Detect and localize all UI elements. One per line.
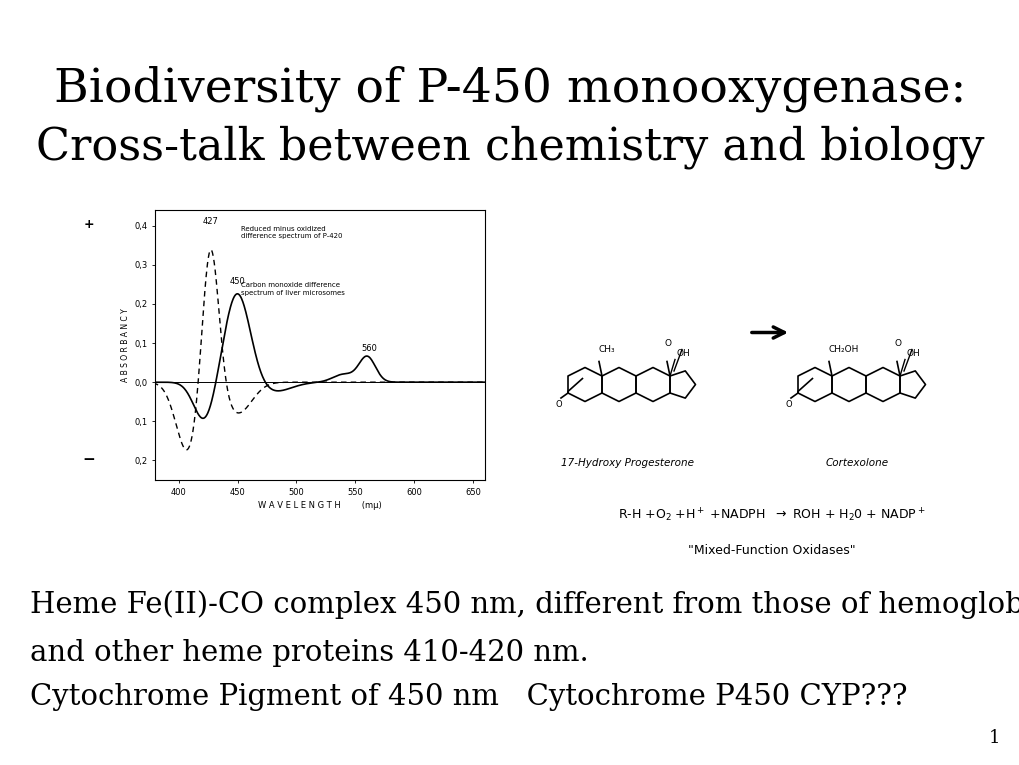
Text: Carbon monoxide difference
spectrum of liver microsomes: Carbon monoxide difference spectrum of l… [240, 282, 344, 296]
Text: OH: OH [677, 349, 690, 357]
Text: O: O [894, 338, 901, 347]
Text: O: O [555, 400, 561, 409]
X-axis label: W A V E L E N G T H        (mμ): W A V E L E N G T H (mμ) [258, 501, 381, 509]
Text: Cross-talk between chemistry and biology: Cross-talk between chemistry and biology [36, 125, 983, 168]
Text: OH: OH [906, 349, 920, 357]
Text: Heme Fe(II)-CO complex 450 nm, different from those of hemoglobin: Heme Fe(II)-CO complex 450 nm, different… [30, 590, 1019, 619]
Text: and other heme proteins 410-420 nm.: and other heme proteins 410-420 nm. [30, 639, 588, 667]
Text: 427: 427 [202, 216, 218, 226]
Text: R-H +O$_2$ +H$^+$ +NADPH  $\rightarrow$ ROH + H$_2$0 + NADP$^+$: R-H +O$_2$ +H$^+$ +NADPH $\rightarrow$ R… [618, 507, 925, 524]
Text: O: O [664, 338, 672, 347]
Text: 1: 1 [987, 729, 999, 747]
Text: Cortexolone: Cortexolone [825, 458, 889, 468]
Text: −: − [83, 451, 96, 467]
Y-axis label: A B S O R B A N C Y: A B S O R B A N C Y [121, 308, 129, 382]
Text: Cytochrome Pigment of 450 nm   Cytochrome P450 CYP???: Cytochrome Pigment of 450 nm Cytochrome … [30, 683, 907, 711]
Text: Biodiversity of P-450 monooxygenase:: Biodiversity of P-450 monooxygenase: [54, 65, 965, 112]
Text: 17‐Hydroxy Progesterone: 17‐Hydroxy Progesterone [560, 458, 693, 468]
Text: 450: 450 [229, 277, 246, 286]
Text: O: O [785, 400, 792, 409]
Text: Reduced minus oxidized
difference spectrum of P-420: Reduced minus oxidized difference spectr… [240, 226, 342, 239]
Text: "Mixed-Function Oxidases": "Mixed-Function Oxidases" [688, 543, 855, 556]
Text: CH₃: CH₃ [598, 344, 615, 353]
Text: CH₂OH: CH₂OH [828, 344, 859, 353]
Text: 560: 560 [361, 343, 377, 353]
Text: +: + [84, 218, 94, 231]
